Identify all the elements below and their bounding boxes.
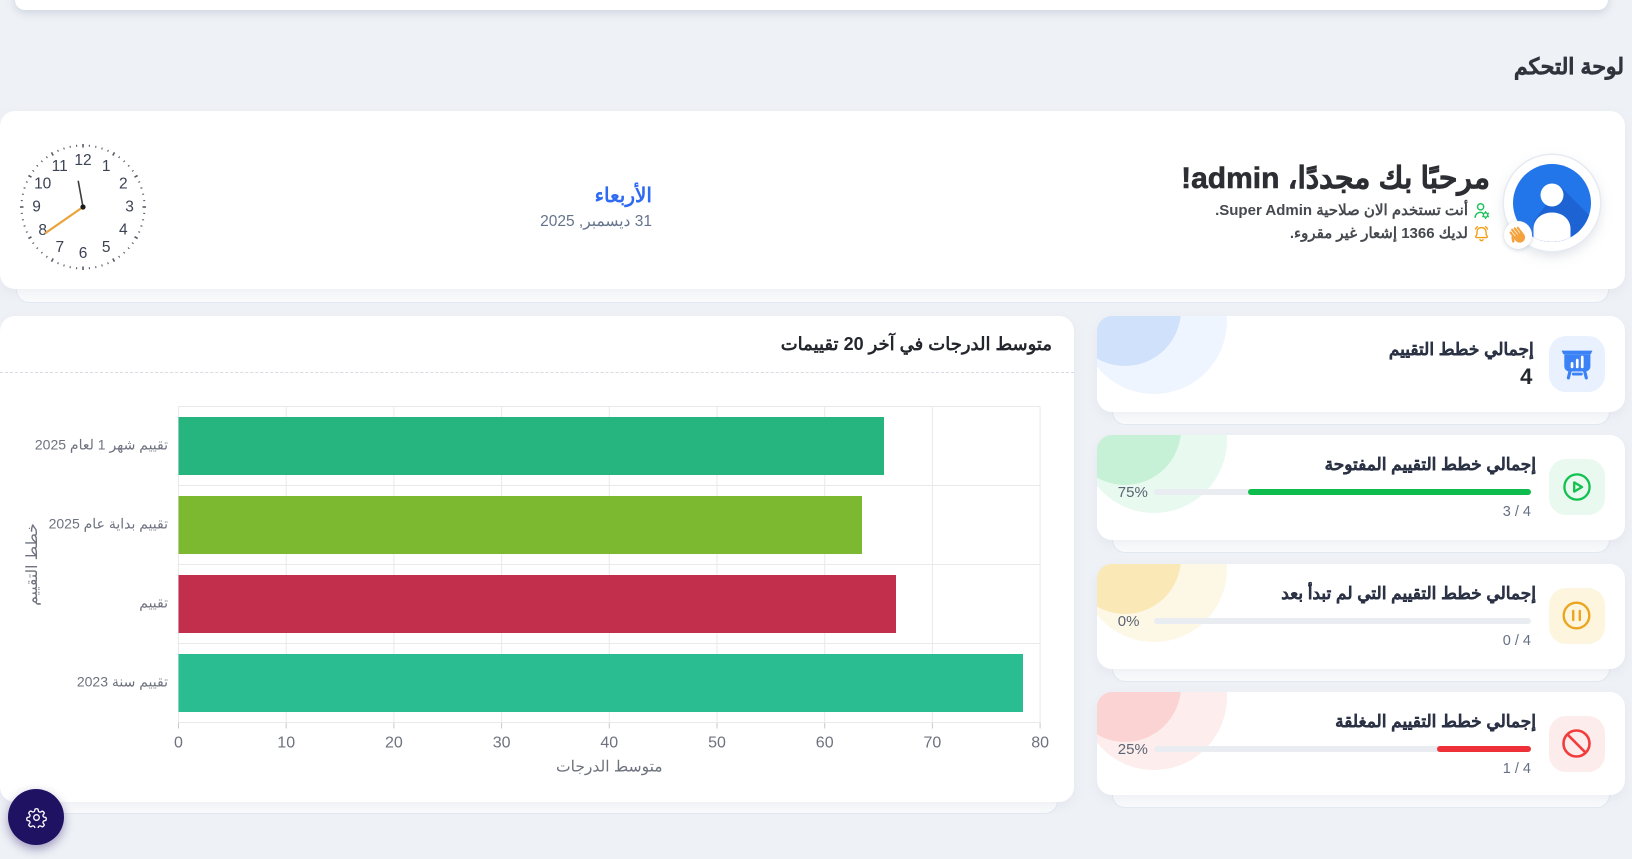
svg-text:5: 5	[102, 239, 111, 256]
svg-text:60: 60	[816, 735, 834, 752]
svg-text:20: 20	[385, 735, 403, 752]
svg-text:2: 2	[119, 175, 128, 192]
svg-text:تقييم شهر 1 لعام 2025: تقييم شهر 1 لعام 2025	[35, 437, 168, 454]
svg-text:0: 0	[174, 735, 183, 752]
svg-text:80: 80	[1031, 735, 1049, 752]
svg-text:10: 10	[277, 735, 295, 752]
svg-text:12: 12	[74, 152, 91, 169]
svg-text:6: 6	[79, 245, 88, 262]
svg-text:تقييم بداية عام 2025: تقييم بداية عام 2025	[49, 516, 168, 533]
svg-text:تقييم سنة 2023: تقييم سنة 2023	[77, 674, 168, 691]
svg-text:4: 4	[119, 222, 128, 239]
svg-text:40: 40	[600, 735, 618, 752]
svg-text:30: 30	[493, 735, 511, 752]
svg-text:3: 3	[125, 199, 134, 216]
svg-text:9: 9	[32, 199, 41, 216]
svg-text:1: 1	[102, 158, 111, 175]
svg-text:متوسط الدرجات: متوسط الدرجات	[556, 759, 663, 776]
svg-text:7: 7	[55, 239, 64, 256]
svg-text:تقييم: تقييم	[139, 595, 168, 612]
svg-text:خطط التقييم: خطط التقييم	[24, 523, 41, 606]
svg-text:8: 8	[38, 222, 47, 239]
svg-text:11: 11	[52, 158, 68, 175]
svg-text:70: 70	[924, 735, 942, 752]
svg-text:50: 50	[708, 735, 726, 752]
svg-text:10: 10	[34, 175, 52, 192]
